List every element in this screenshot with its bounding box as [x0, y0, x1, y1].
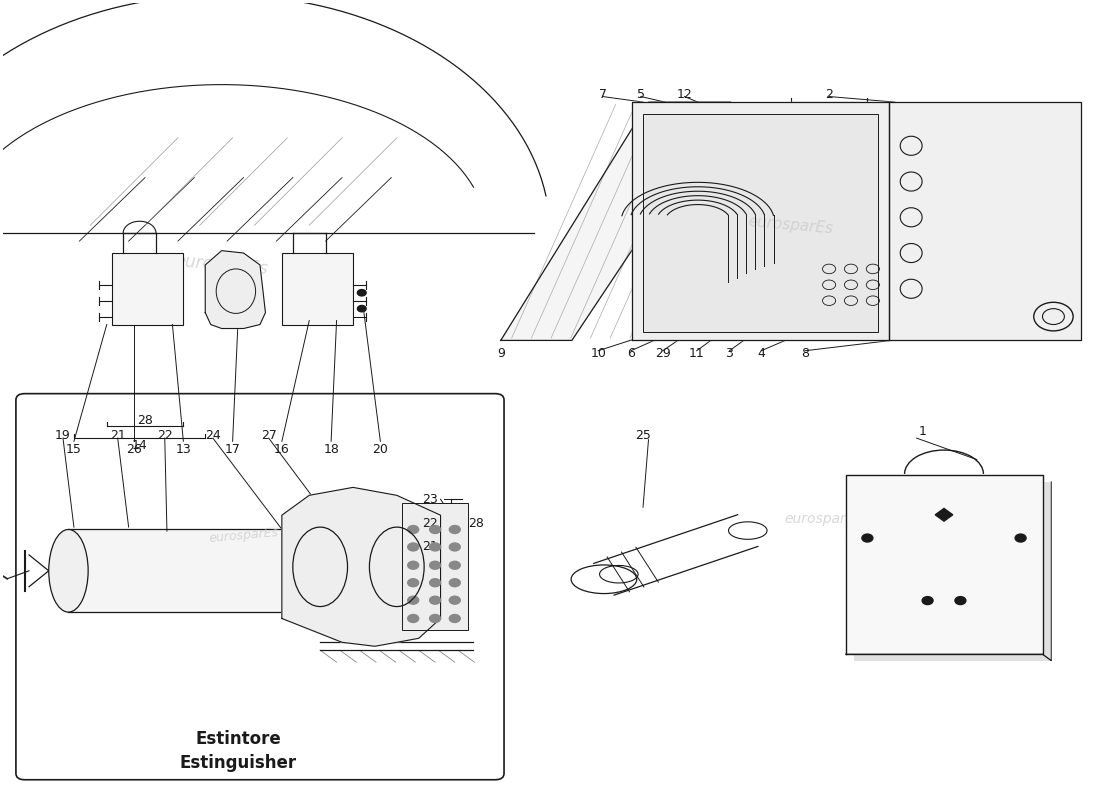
Circle shape: [430, 596, 441, 604]
Circle shape: [408, 562, 419, 570]
Text: 15: 15: [66, 442, 81, 456]
Text: 17: 17: [224, 442, 241, 456]
Text: 19: 19: [55, 430, 70, 442]
Ellipse shape: [300, 530, 340, 612]
Text: 22: 22: [157, 430, 173, 442]
Circle shape: [449, 526, 460, 534]
Circle shape: [955, 597, 966, 605]
FancyBboxPatch shape: [15, 394, 504, 780]
Text: 22: 22: [422, 517, 439, 530]
Circle shape: [408, 578, 419, 586]
Text: 23: 23: [422, 493, 439, 506]
Bar: [644, 114, 878, 333]
Circle shape: [430, 562, 441, 570]
Bar: [403, 503, 467, 630]
Circle shape: [430, 614, 441, 622]
Text: 28: 28: [468, 517, 484, 530]
Text: 18: 18: [323, 442, 339, 456]
Text: Estintore: Estintore: [195, 730, 280, 748]
Circle shape: [449, 578, 460, 586]
Circle shape: [408, 543, 419, 551]
Polygon shape: [632, 102, 889, 341]
Circle shape: [430, 543, 441, 551]
Text: 24: 24: [205, 430, 221, 442]
Text: 10: 10: [591, 347, 606, 361]
Circle shape: [430, 526, 441, 534]
Circle shape: [408, 596, 419, 604]
Text: 20: 20: [373, 442, 388, 456]
Circle shape: [358, 306, 366, 312]
Circle shape: [922, 597, 933, 605]
Text: eurosparEs: eurosparEs: [175, 252, 268, 278]
Circle shape: [449, 543, 460, 551]
Text: 3: 3: [726, 347, 734, 361]
Bar: [112, 253, 184, 325]
Text: eurosparEs: eurosparEs: [748, 214, 834, 237]
Text: eurosparEs: eurosparEs: [208, 526, 279, 545]
Polygon shape: [282, 487, 441, 646]
Text: 16: 16: [274, 442, 289, 456]
Circle shape: [1015, 534, 1026, 542]
Text: 21: 21: [422, 541, 439, 554]
Circle shape: [358, 290, 366, 296]
Bar: [282, 253, 353, 325]
Polygon shape: [889, 102, 1081, 341]
Text: 2: 2: [825, 88, 833, 101]
Circle shape: [408, 526, 419, 534]
Ellipse shape: [48, 530, 88, 612]
Circle shape: [408, 614, 419, 622]
Polygon shape: [206, 250, 265, 329]
Circle shape: [862, 534, 873, 542]
Circle shape: [449, 614, 460, 622]
Text: 29: 29: [654, 347, 671, 361]
Text: 27: 27: [261, 430, 277, 442]
Text: 25: 25: [635, 430, 651, 442]
Text: 8: 8: [801, 347, 808, 361]
Text: 6: 6: [627, 347, 635, 361]
Polygon shape: [846, 475, 1043, 654]
Text: 11: 11: [689, 347, 704, 361]
Text: eurosparEs: eurosparEs: [784, 512, 862, 526]
Text: 12: 12: [676, 88, 693, 101]
Text: 28: 28: [138, 414, 153, 427]
Bar: [855, 482, 1052, 661]
Text: 7: 7: [598, 88, 606, 101]
Text: 4: 4: [757, 347, 766, 361]
Circle shape: [449, 562, 460, 570]
Text: 26: 26: [126, 442, 142, 456]
Text: 21: 21: [110, 430, 125, 442]
Text: 14: 14: [132, 438, 147, 452]
Text: 1: 1: [918, 426, 926, 438]
Text: 9: 9: [497, 347, 505, 361]
Text: Estinguisher: Estinguisher: [179, 754, 297, 772]
Polygon shape: [500, 102, 730, 341]
Text: 13: 13: [176, 442, 191, 456]
Text: 5: 5: [637, 88, 645, 101]
Circle shape: [430, 578, 441, 586]
Polygon shape: [68, 530, 320, 612]
Circle shape: [449, 596, 460, 604]
Polygon shape: [935, 509, 953, 521]
